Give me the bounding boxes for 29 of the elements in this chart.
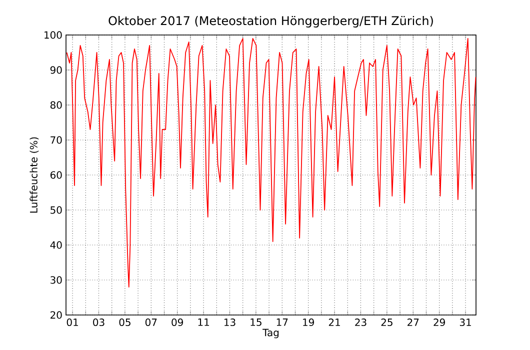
x-tick-label: 01 bbox=[66, 318, 78, 326]
x-tick-label: 19 bbox=[303, 318, 314, 326]
x-tick-label: 13 bbox=[224, 318, 236, 326]
x-tick-label: 25 bbox=[381, 318, 392, 326]
y-tick-label: 70 bbox=[50, 136, 62, 144]
x-tick-label: 17 bbox=[276, 318, 288, 326]
y-tick-label: 90 bbox=[50, 66, 62, 74]
x-tick-label: 23 bbox=[355, 318, 366, 326]
y-tick-label: 30 bbox=[50, 276, 62, 284]
x-tick-label: 15 bbox=[250, 318, 262, 326]
x-axis-title: Tag bbox=[262, 328, 279, 338]
x-tick-label: 03 bbox=[93, 318, 104, 326]
x-tick-label: 21 bbox=[328, 318, 340, 326]
y-tick-label: 60 bbox=[50, 171, 62, 179]
y-tick-label: 20 bbox=[50, 311, 62, 319]
chart-title: Oktober 2017 (Meteostation Hönggerberg/ETH Zürich) bbox=[108, 16, 433, 28]
y-tick-label: 40 bbox=[50, 241, 62, 249]
x-tick-label: 07 bbox=[145, 318, 157, 326]
x-tick-label: 27 bbox=[408, 318, 419, 326]
y-tick-label: 80 bbox=[50, 101, 62, 109]
x-tick-label: 09 bbox=[172, 318, 183, 326]
x-tick-label: 05 bbox=[119, 318, 130, 326]
x-tick-label: 31 bbox=[460, 318, 471, 326]
x-tick-label: 11 bbox=[198, 318, 209, 326]
line-series bbox=[66, 38, 476, 288]
y-tick-label: 50 bbox=[50, 206, 62, 214]
x-tick-label: 29 bbox=[434, 318, 445, 326]
y-tick-label: 100 bbox=[44, 31, 62, 39]
y-axis-title: Luftfeuchte (%) bbox=[30, 137, 39, 213]
